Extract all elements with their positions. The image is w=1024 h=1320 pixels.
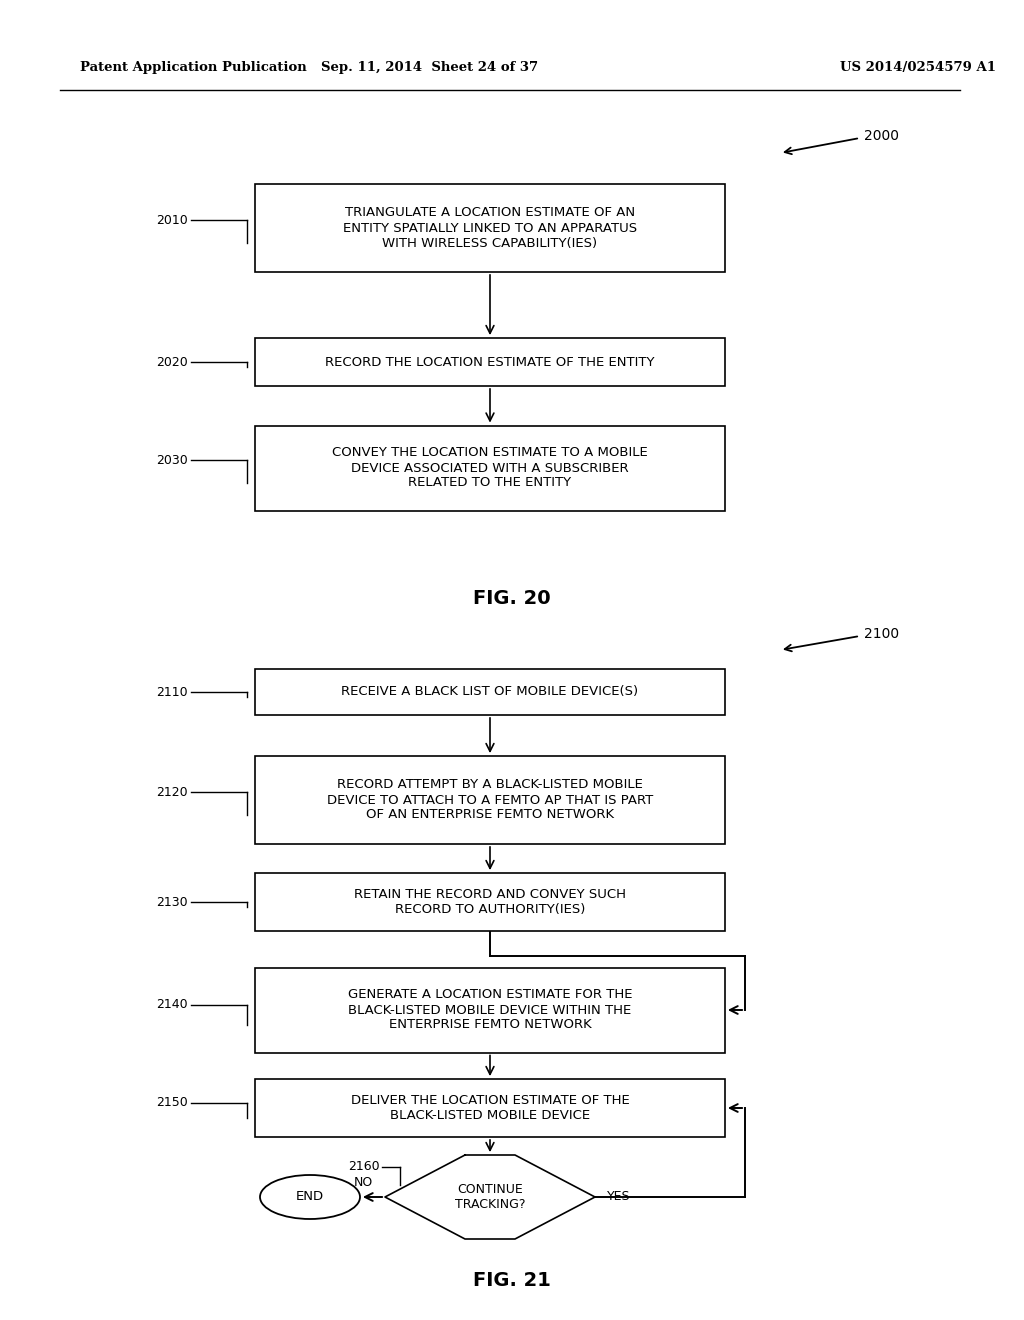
Text: US 2014/0254579 A1: US 2014/0254579 A1 [840,62,996,74]
Ellipse shape [260,1175,360,1218]
Text: 2160: 2160 [348,1160,380,1173]
Text: YES: YES [607,1191,631,1204]
Text: RECEIVE A BLACK LIST OF MOBILE DEVICE(S): RECEIVE A BLACK LIST OF MOBILE DEVICE(S) [341,685,639,698]
Bar [255,338,725,385]
Text: Patent Application Publication: Patent Application Publication [80,62,307,74]
Text: FIG. 20: FIG. 20 [473,589,551,607]
Text: 2150: 2150 [157,1097,188,1110]
Bar [255,968,725,1052]
Text: END: END [296,1191,324,1204]
Text: NO: NO [353,1176,373,1188]
Text: TRIANGULATE A LOCATION ESTIMATE OF AN
ENTITY SPATIALLY LINKED TO AN APPARATUS
WI: TRIANGULATE A LOCATION ESTIMATE OF AN EN… [343,206,637,249]
Bar [255,669,725,715]
Bar [255,183,725,272]
Text: 2100: 2100 [864,627,899,642]
Bar [255,756,725,843]
Polygon shape [385,1155,595,1239]
Text: DELIVER THE LOCATION ESTIMATE OF THE
BLACK-LISTED MOBILE DEVICE: DELIVER THE LOCATION ESTIMATE OF THE BLA… [350,1094,630,1122]
Bar [255,873,725,931]
Text: 2140: 2140 [157,998,188,1011]
Text: RETAIN THE RECORD AND CONVEY SUCH
RECORD TO AUTHORITY(IES): RETAIN THE RECORD AND CONVEY SUCH RECORD… [354,888,626,916]
Text: 2120: 2120 [157,785,188,799]
Text: 2000: 2000 [864,129,899,143]
Text: Sep. 11, 2014  Sheet 24 of 37: Sep. 11, 2014 Sheet 24 of 37 [322,62,539,74]
Text: 2020: 2020 [157,355,188,368]
Text: 2010: 2010 [157,214,188,227]
Text: FIG. 21: FIG. 21 [473,1270,551,1290]
Text: 2030: 2030 [157,454,188,466]
Text: RECORD ATTEMPT BY A BLACK-LISTED MOBILE
DEVICE TO ATTACH TO A FEMTO AP THAT IS P: RECORD ATTEMPT BY A BLACK-LISTED MOBILE … [327,779,653,821]
Bar [255,1078,725,1137]
Bar [255,425,725,511]
Text: RECORD THE LOCATION ESTIMATE OF THE ENTITY: RECORD THE LOCATION ESTIMATE OF THE ENTI… [326,355,654,368]
Text: CONTINUE
TRACKING?: CONTINUE TRACKING? [455,1183,525,1210]
Text: 2130: 2130 [157,895,188,908]
Text: CONVEY THE LOCATION ESTIMATE TO A MOBILE
DEVICE ASSOCIATED WITH A SUBSCRIBER
REL: CONVEY THE LOCATION ESTIMATE TO A MOBILE… [332,446,648,490]
Text: GENERATE A LOCATION ESTIMATE FOR THE
BLACK-LISTED MOBILE DEVICE WITHIN THE
ENTER: GENERATE A LOCATION ESTIMATE FOR THE BLA… [348,989,632,1031]
Text: 2110: 2110 [157,685,188,698]
